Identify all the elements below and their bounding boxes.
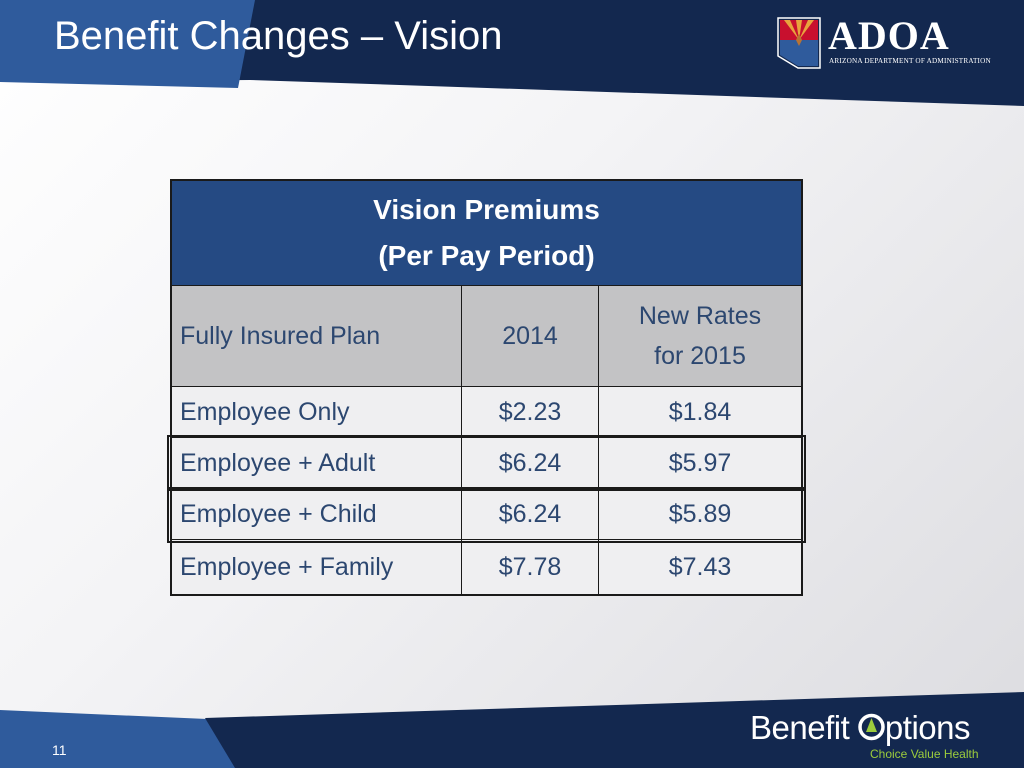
rate-2014-cell: $2.23 (461, 386, 599, 438)
benefit-options-tagline: Choice Value Health (870, 747, 979, 761)
table-row: Employee + Child $6.24 $5.89 (170, 488, 803, 540)
benefit-options-logo-text-part1: Benefit (750, 709, 858, 746)
arizona-flag-map-icon (777, 17, 821, 69)
table-row: Employee + Adult $6.24 $5.97 (170, 437, 803, 489)
rate-2015-cell: $1.84 (598, 386, 803, 438)
adoa-logo: ADOA ARIZONA DEPARTMENT OF ADMINISTRATIO… (776, 13, 991, 70)
rate-2015-cell: $7.43 (598, 539, 803, 596)
adoa-logo-text: ADOA (828, 13, 950, 58)
rate-2015-cell: $5.97 (598, 437, 803, 489)
table-row: Employee + Family $7.78 $7.43 (170, 539, 803, 596)
table-title-cell: Vision Premiums (Per Pay Period) (170, 179, 803, 286)
vision-premiums-table: Vision Premiums (Per Pay Period) Fully I… (170, 179, 803, 596)
rate-2014-cell: $7.78 (461, 539, 599, 596)
plan-cell: Employee Only (170, 386, 462, 438)
slide-title: Benefit Changes – Vision (54, 14, 503, 58)
footer-band (0, 692, 1024, 768)
column-header-plan: Fully Insured Plan (170, 285, 462, 387)
header-band-navy (0, 0, 1024, 106)
column-header-new-rates-line1: New Rates (638, 302, 762, 330)
table-row: Employee Only $2.23 $1.84 (170, 386, 803, 438)
benefit-options-o-icon (858, 708, 885, 748)
rate-2015-cell: $5.89 (598, 488, 803, 540)
benefit-options-logo-text-part2: ptions (884, 709, 971, 746)
plan-cell: Employee + Adult (170, 437, 462, 489)
footer-band-accent (0, 710, 260, 768)
page-number: 11 (52, 742, 67, 758)
column-header-new-rates-line2: for 2015 (654, 342, 746, 370)
rate-2014-cell: $6.24 (461, 488, 599, 540)
rate-2014-cell: $6.24 (461, 437, 599, 489)
header-band-accent (0, 0, 255, 88)
column-header-2014: 2014 (461, 285, 599, 387)
benefit-options-logo-text: Benefit ptions (750, 708, 970, 748)
adoa-logo-subtitle: ARIZONA DEPARTMENT OF ADMINISTRATION (829, 57, 991, 65)
table-title: Vision Premiums (373, 194, 600, 225)
footer-band-navy (205, 692, 1024, 768)
table-subtitle: (Per Pay Period) (378, 240, 595, 271)
column-header-new-rates: New Rates for 2015 (598, 285, 803, 387)
plan-cell: Employee + Family (170, 539, 462, 596)
header-band (0, 0, 1024, 106)
column-header-row: Fully Insured Plan 2014 New Rates for 20… (170, 285, 803, 387)
benefit-options-logo: Benefit ptions Choice Value Health (750, 708, 990, 764)
plan-cell: Employee + Child (170, 488, 462, 540)
